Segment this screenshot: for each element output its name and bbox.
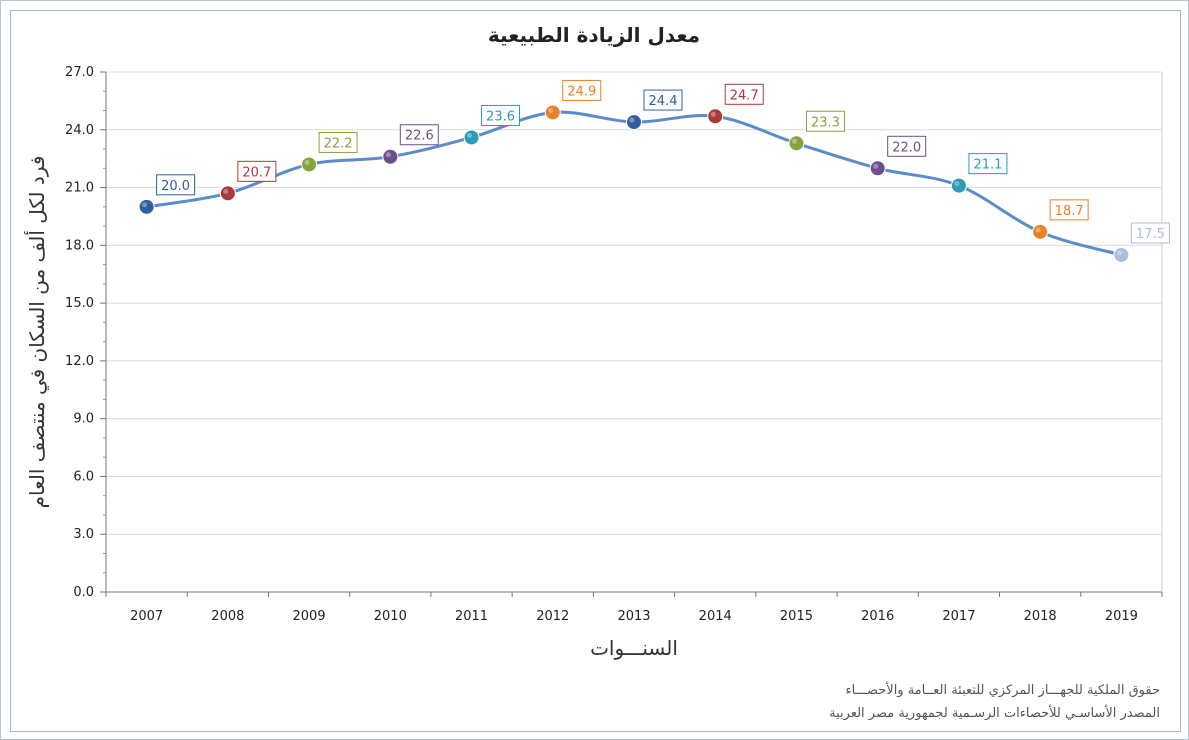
- x-tick-label: 2010: [374, 609, 407, 624]
- data-label-box: [887, 135, 927, 157]
- footer-copyright: حقوق الملكية للجهـــاز المركزي للتعبئة ا…: [845, 681, 1160, 698]
- data-point-highlight: [791, 138, 797, 144]
- data-point-highlight: [467, 132, 473, 138]
- data-point-highlight: [385, 152, 391, 158]
- data-label: 22.2: [324, 136, 353, 151]
- x-tick-label: 2011: [455, 609, 488, 624]
- data-point: [1113, 246, 1130, 263]
- data-label: 20.7: [242, 165, 271, 180]
- data-label: 17.5: [1136, 227, 1165, 242]
- data-label: 23.6: [486, 109, 515, 124]
- data-label: 21.1: [973, 158, 1002, 173]
- data-point: [1032, 223, 1049, 240]
- data-point-highlight: [548, 107, 554, 113]
- y-tick-label: 0.0: [73, 585, 94, 600]
- x-tick-label: 2009: [293, 609, 326, 624]
- plot-background: [106, 72, 1162, 592]
- data-label-box: [1049, 199, 1089, 221]
- data-point-highlight: [873, 163, 879, 169]
- data-point-highlight: [1035, 227, 1041, 233]
- data-point: [463, 129, 480, 146]
- data-point-highlight: [954, 181, 960, 187]
- y-tick-label: 18.0: [65, 238, 94, 253]
- y-tick-label: 3.0: [73, 527, 94, 542]
- chart-title: معدل الزيادة الطبيعية: [488, 23, 700, 47]
- data-point-highlight: [142, 202, 148, 208]
- data-label-box: [237, 160, 277, 182]
- x-tick-label: 2008: [211, 609, 244, 624]
- data-point-highlight: [1116, 250, 1122, 256]
- x-tick-label: 2015: [780, 609, 813, 624]
- data-label-box: [724, 83, 764, 105]
- footer-source: المصدر الأساسـي للأحصاءات الرسـمية لجمهو…: [829, 704, 1160, 721]
- plot-area: 0.0 3.0 6.0 9.0 12.0 15.0 18.0 21.0 24.0 27.0 2007…: [65, 65, 1170, 624]
- x-tick-label: 2019: [1105, 609, 1138, 624]
- data-label-box: [318, 131, 358, 153]
- data-point: [950, 177, 967, 194]
- data-point: [707, 108, 724, 125]
- data-label-box: [1130, 222, 1170, 244]
- y-tick-label: 15.0: [65, 296, 94, 311]
- data-label-box: [968, 153, 1008, 175]
- y-tick-label: 9.0: [73, 412, 94, 427]
- x-tick-label: 2016: [861, 609, 894, 624]
- x-tick-label: 2014: [699, 609, 732, 624]
- data-label-box: [399, 124, 439, 146]
- data-label: 24.4: [649, 94, 678, 109]
- data-label: 23.3: [811, 115, 840, 130]
- x-tick-label: 2013: [617, 609, 650, 624]
- data-point-highlight: [223, 188, 229, 194]
- y-tick-label: 21.0: [65, 181, 94, 196]
- x-tick-label: 2007: [130, 609, 163, 624]
- data-point: [219, 185, 236, 202]
- data-label-box: [805, 110, 845, 132]
- x-tick-label: 2012: [536, 609, 569, 624]
- y-tick-label: 24.0: [65, 123, 94, 138]
- y-tick-label: 6.0: [73, 469, 94, 484]
- data-label-box: [562, 79, 602, 101]
- x-tick-label: 2017: [942, 609, 975, 624]
- data-label: 24.7: [730, 88, 759, 103]
- data-point: [544, 104, 561, 121]
- data-point: [788, 135, 805, 152]
- data-label: 24.9: [567, 84, 596, 99]
- y-axis-title: فرد لكل ألف من السكان في منتصف العام: [24, 156, 50, 509]
- x-tick-label: 2018: [1024, 609, 1057, 624]
- y-tick-label: 12.0: [65, 354, 94, 369]
- data-label-box: [156, 174, 196, 196]
- data-point-highlight: [629, 117, 635, 123]
- data-point: [301, 156, 318, 173]
- data-point: [382, 148, 399, 165]
- y-tick-label: 27.0: [65, 65, 94, 80]
- data-label: 18.7: [1055, 204, 1084, 219]
- data-point-highlight: [710, 111, 716, 117]
- data-label: 20.0: [161, 179, 190, 194]
- data-label: 22.0: [892, 140, 921, 155]
- data-point: [869, 160, 886, 177]
- data-point: [138, 198, 155, 215]
- data-point-highlight: [304, 159, 310, 165]
- data-label: 22.6: [405, 129, 434, 144]
- data-label-box: [481, 104, 521, 126]
- x-axis-title: السنـــوات: [590, 636, 678, 660]
- data-point: [626, 114, 642, 131]
- data-label-box: [643, 89, 683, 111]
